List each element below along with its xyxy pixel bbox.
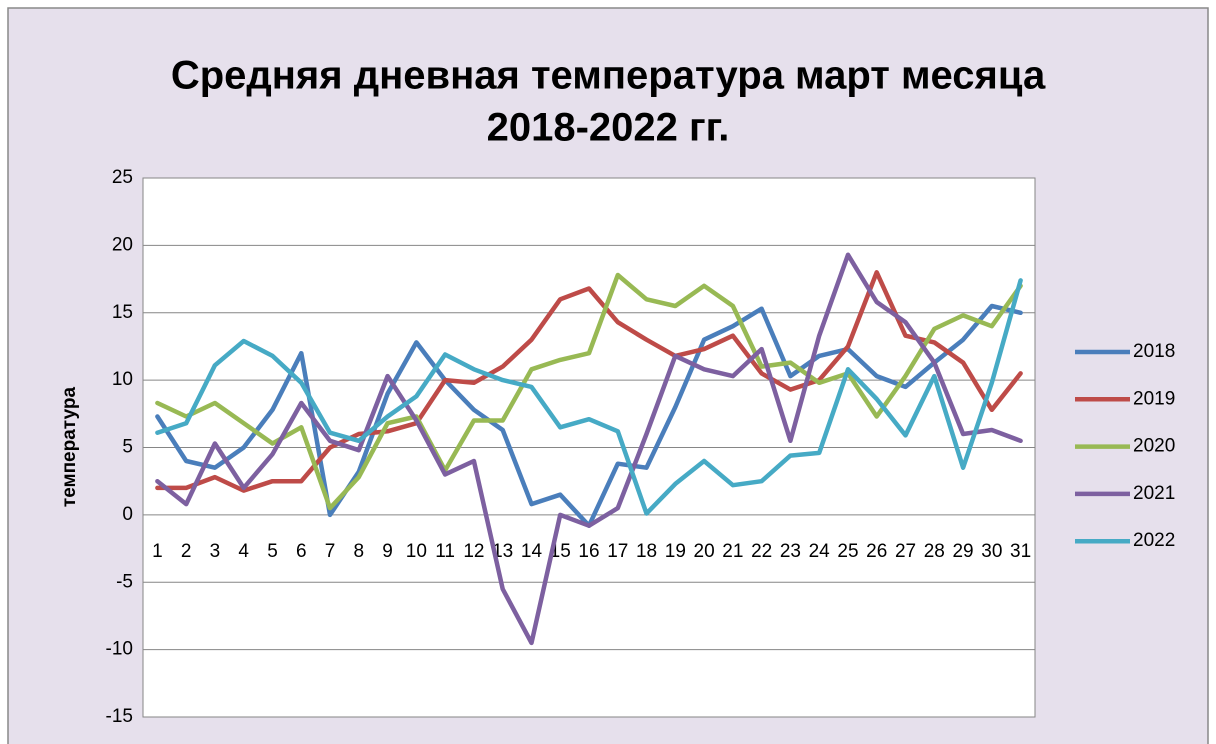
- series-line: [155, 270, 1023, 493]
- x-tick-label: 14: [521, 541, 543, 562]
- x-tick-label: 5: [267, 541, 278, 562]
- y-tick-label: -5: [116, 571, 133, 592]
- chart-title: 2018-2022 гг.: [487, 106, 730, 150]
- y-tick-label: 20: [112, 234, 133, 255]
- x-tick-label: 4: [238, 541, 249, 562]
- x-tick-label: 19: [665, 541, 686, 562]
- x-tick-label: 17: [607, 541, 628, 562]
- x-tick-label: 26: [866, 541, 887, 562]
- y-tick-label: -10: [106, 639, 133, 660]
- x-tick-label: 9: [382, 541, 393, 562]
- x-tick-label: 16: [578, 541, 599, 562]
- x-tick-label: 18: [636, 541, 657, 562]
- y-axis-label: температура: [59, 386, 80, 507]
- legend-label: 2019: [1133, 388, 1175, 409]
- legend-label: 2022: [1133, 530, 1175, 551]
- y-tick-label: 5: [122, 437, 133, 458]
- legend-label: 2020: [1133, 436, 1175, 457]
- x-tick-label: 3: [210, 541, 221, 562]
- x-tick-label: 30: [981, 541, 1002, 562]
- x-tick-label: 1: [152, 541, 163, 562]
- x-tick-label: 31: [1010, 541, 1031, 562]
- x-tick-label: 29: [952, 541, 973, 562]
- x-tick-label: 10: [406, 541, 427, 562]
- x-tick-label: 2: [181, 541, 192, 562]
- x-tick-label: 22: [751, 541, 772, 562]
- y-tick-label: -15: [106, 706, 133, 727]
- legend-label: 2021: [1133, 483, 1175, 504]
- y-tick-label: 0: [122, 504, 133, 525]
- x-tick-label: 20: [694, 541, 715, 562]
- x-tick-label: 25: [837, 541, 858, 562]
- x-tick-label: 27: [895, 541, 916, 562]
- chart-title: Средняя дневная температура март месяца: [171, 54, 1046, 98]
- x-tick-label: 21: [722, 541, 743, 562]
- series-line: [155, 252, 1023, 646]
- x-tick-label: 12: [463, 541, 484, 562]
- legend-label: 2018: [1133, 341, 1175, 362]
- y-tick-label: 25: [112, 167, 133, 188]
- x-tick-label: 24: [809, 541, 831, 562]
- x-tick-label: 23: [780, 541, 801, 562]
- x-tick-label: 28: [924, 541, 945, 562]
- x-tick-label: 7: [325, 541, 336, 562]
- x-tick-label: 11: [435, 541, 455, 562]
- x-tick-label: 8: [354, 541, 365, 562]
- y-tick-label: 10: [112, 369, 133, 390]
- series-line: [155, 272, 1023, 511]
- y-tick-label: 15: [112, 302, 133, 323]
- series-line: [155, 278, 1023, 516]
- x-tick-label: 6: [296, 541, 307, 562]
